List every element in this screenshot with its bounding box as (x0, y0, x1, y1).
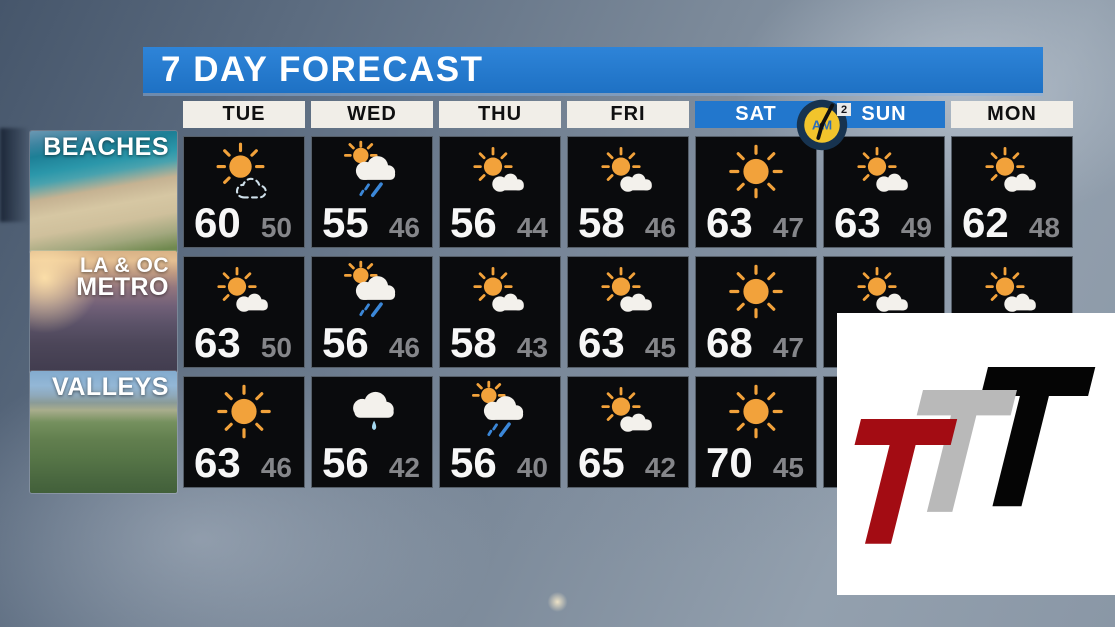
region-photo-metro: LA & OC METRO (30, 251, 177, 373)
low-temp: 45 (644, 332, 676, 363)
high-temp: 56 (450, 199, 497, 246)
low-temp: 46 (388, 332, 420, 363)
weather-icon (588, 260, 668, 330)
weather-icon (204, 380, 284, 450)
day-header-thu: THU (439, 101, 561, 128)
high-temp: 56 (322, 319, 369, 366)
high-temp: 63 (578, 319, 625, 366)
station-logo (837, 313, 1115, 595)
low-temp: 42 (388, 452, 420, 483)
forecast-cell-valleys-thu: 56 40 (439, 376, 561, 488)
weather-icon (204, 140, 284, 210)
low-temp: 43 (516, 332, 548, 363)
weather-icon (972, 140, 1052, 210)
weather-icon (460, 260, 540, 330)
high-temp: 58 (450, 319, 497, 366)
high-temp: 56 (322, 439, 369, 486)
page-title: 7 DAY FORECAST (161, 50, 484, 89)
region-label-valleys: VALLEYS (52, 373, 169, 401)
region-label-metro: LA & OC METRO (76, 254, 169, 301)
weather-icon (204, 260, 284, 330)
weather-icon (716, 140, 796, 210)
low-temp: 47 (772, 212, 804, 243)
low-temp: 47 (772, 332, 804, 363)
day-header-wed: WED (311, 101, 433, 128)
region-label-text: LA & OC (79, 254, 169, 277)
high-temp: 62 (962, 199, 1009, 246)
region-photo-valleys: VALLEYS (30, 371, 177, 493)
low-temp: 42 (644, 452, 676, 483)
region-label-text: VALLEYS (52, 373, 169, 401)
forecast-cell-metro-sat: 68 47 (695, 256, 817, 368)
high-temp: 70 (706, 439, 753, 486)
low-temp: 48 (1028, 212, 1060, 243)
high-temp: 65 (578, 439, 625, 486)
high-temp: 55 (322, 199, 369, 246)
forecast-cell-valleys-wed: 56 42 (311, 376, 433, 488)
forecast-grid: TUE WED THU FRI SAT SUN MON BEACHES 60 50 (30, 101, 1073, 493)
low-temp: 49 (900, 212, 932, 243)
low-temp: 46 (644, 212, 676, 243)
day-header-mon: MON (951, 101, 1073, 128)
high-temp: 63 (834, 199, 881, 246)
weather-icon (460, 380, 540, 450)
low-temp: 46 (388, 212, 420, 243)
weather-icon (332, 380, 412, 450)
forecast-cell-valleys-sat: 70 45 (695, 376, 817, 488)
day-header-fri: FRI (567, 101, 689, 128)
day-header-sat: SAT (695, 101, 817, 128)
logo-t-gray (916, 390, 1017, 512)
high-temp: 60 (194, 199, 241, 246)
forecast-cell-beaches-sun: 63 49 (823, 136, 945, 248)
forecast-cell-beaches-mon: 62 48 (951, 136, 1073, 248)
low-temp: 45 (772, 452, 804, 483)
title-bar: 7 DAY FORECAST (143, 47, 1043, 93)
forecast-cell-beaches-sat: 63 47 (695, 136, 817, 248)
low-temp: 40 (516, 452, 548, 483)
region-label-beaches: BEACHES (43, 133, 169, 161)
weather-icon (844, 140, 924, 210)
weather-icon (972, 260, 1052, 330)
forecast-cell-metro-fri: 63 45 (567, 256, 689, 368)
forecast-cell-metro-tue: 63 50 (183, 256, 305, 368)
forecast-cell-valleys-tue: 63 46 (183, 376, 305, 488)
weather-icon (460, 140, 540, 210)
low-temp: 50 (260, 332, 292, 363)
high-temp: 63 (706, 199, 753, 246)
weather-icon (844, 260, 924, 330)
logo-t-black (980, 367, 1096, 507)
weather-icon (332, 140, 412, 210)
background-pole-silhouette (0, 128, 28, 222)
high-temp: 63 (194, 319, 241, 366)
high-temp: 63 (194, 439, 241, 486)
forecast-cell-beaches-thu: 56 44 (439, 136, 561, 248)
clock-hour-badge: 2 (837, 103, 851, 116)
forecast-cell-metro-wed: 56 46 (311, 256, 433, 368)
low-temp: 44 (516, 212, 548, 243)
weather-icon (332, 260, 412, 330)
weather-icon (716, 260, 796, 330)
high-temp: 56 (450, 439, 497, 486)
forecast-cell-metro-thu: 58 43 (439, 256, 561, 368)
region-photo-beaches: BEACHES (30, 131, 177, 253)
weather-icon (716, 380, 796, 450)
logo-t-red (854, 419, 958, 544)
low-temp: 46 (260, 452, 292, 483)
weather-icon (588, 380, 668, 450)
forecast-cell-beaches-fri: 58 46 (567, 136, 689, 248)
high-temp: 58 (578, 199, 625, 246)
high-temp: 68 (706, 319, 753, 366)
forecast-cell-beaches-tue: 60 50 (183, 136, 305, 248)
daylight-saving-clock-icon: AM 2 (794, 97, 851, 153)
forecast-cell-beaches-wed: 55 46 (311, 136, 433, 248)
forecast-cell-valleys-fri: 65 42 (567, 376, 689, 488)
grid-corner-spacer (30, 101, 177, 128)
region-label-text: BEACHES (43, 133, 169, 161)
low-temp: 50 (260, 212, 292, 243)
weather-icon (588, 140, 668, 210)
day-header-tue: TUE (183, 101, 305, 128)
region-label-text: METRO (76, 272, 169, 301)
